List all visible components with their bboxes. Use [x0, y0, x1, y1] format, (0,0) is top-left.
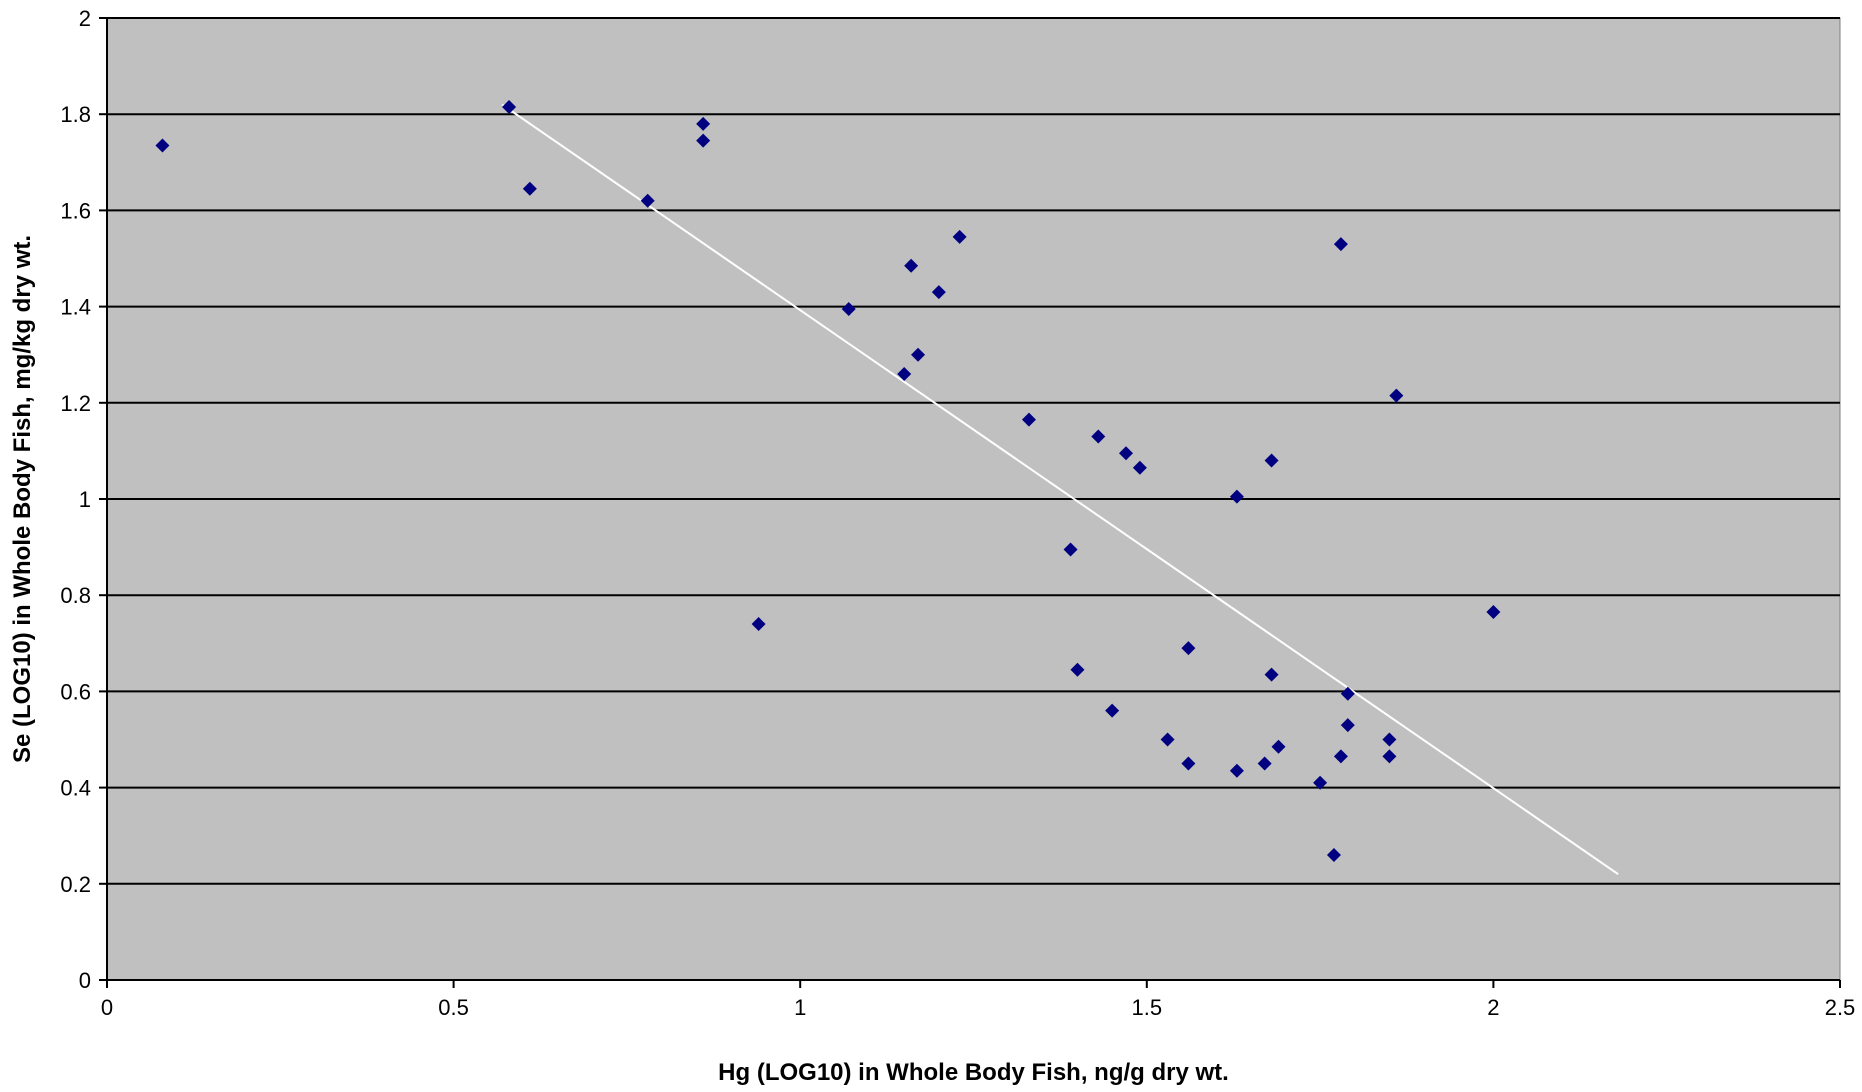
x-tick-label: 1.5	[1132, 995, 1163, 1020]
data-point	[1264, 667, 1279, 682]
data-point	[1119, 446, 1134, 461]
data-point	[502, 99, 517, 114]
data-point	[1486, 605, 1501, 620]
data-point	[931, 285, 946, 300]
data-point	[1132, 460, 1147, 475]
data-point	[1340, 686, 1355, 701]
data-point	[1313, 775, 1328, 790]
data-point	[1063, 542, 1078, 557]
data-point	[1160, 732, 1175, 747]
y-tick-label: 1.2	[60, 391, 91, 416]
data-point	[1271, 739, 1286, 754]
data-point	[1181, 641, 1196, 656]
trendline	[501, 103, 1619, 876]
y-tick-label: 1.8	[60, 102, 91, 127]
data-point	[1257, 756, 1272, 771]
data-point	[1229, 489, 1244, 504]
x-tick-label: 0.5	[438, 995, 469, 1020]
data-point	[1382, 749, 1397, 764]
tick-labels: 0 0.2 0.4 0.6 0.8 1 1.2 1.4 1.6 1.8 2 0 0.5 1 1.5 2 2.5	[60, 6, 1855, 1020]
data-point	[522, 181, 537, 196]
y-axis-title: Se (LOG10) in Whole Body Fish, mg/kg dry…	[9, 235, 36, 763]
y-tick-label: 0.6	[60, 679, 91, 704]
data-point	[1333, 237, 1348, 252]
data-point	[1105, 703, 1120, 718]
x-axis-title: Hg (LOG10) in Whole Body Fish, ng/g dry …	[718, 1059, 1229, 1086]
y-tick-label: 1.6	[60, 198, 91, 223]
trendline-group	[501, 103, 1619, 876]
data-point	[1389, 388, 1404, 403]
x-tick-label: 2.5	[1825, 995, 1856, 1020]
data-point	[841, 302, 856, 317]
data-point	[1229, 763, 1244, 778]
y-tick-label: 2	[79, 6, 91, 31]
y-tick-label: 0.8	[60, 583, 91, 608]
y-tick-label: 0.4	[60, 776, 91, 801]
data-point	[1070, 662, 1085, 677]
data-point	[1333, 749, 1348, 764]
data-point	[696, 116, 711, 131]
data-point	[952, 229, 967, 244]
y-tick-label: 1.4	[60, 295, 91, 320]
data-point	[1382, 732, 1397, 747]
x-tick-label: 2	[1487, 995, 1499, 1020]
y-tick-label: 0	[79, 968, 91, 993]
gridlines	[107, 17, 1840, 885]
data-point	[155, 138, 170, 153]
data-point	[1021, 412, 1036, 427]
data-point	[696, 133, 711, 148]
data-point	[1326, 847, 1341, 862]
y-tick-label: 1	[79, 487, 91, 512]
x-tick-label: 0	[101, 995, 113, 1020]
y-tick-label: 0.2	[60, 872, 91, 897]
data-point	[897, 366, 912, 381]
data-point	[1091, 429, 1106, 444]
data-point	[751, 617, 766, 632]
data-point	[1264, 453, 1279, 468]
x-tick-label: 1	[794, 995, 806, 1020]
data-point	[640, 193, 655, 208]
data-point	[1340, 718, 1355, 733]
data-point	[1181, 756, 1196, 771]
data-point	[911, 347, 926, 362]
data-point	[904, 258, 919, 273]
data-points	[155, 99, 1501, 862]
